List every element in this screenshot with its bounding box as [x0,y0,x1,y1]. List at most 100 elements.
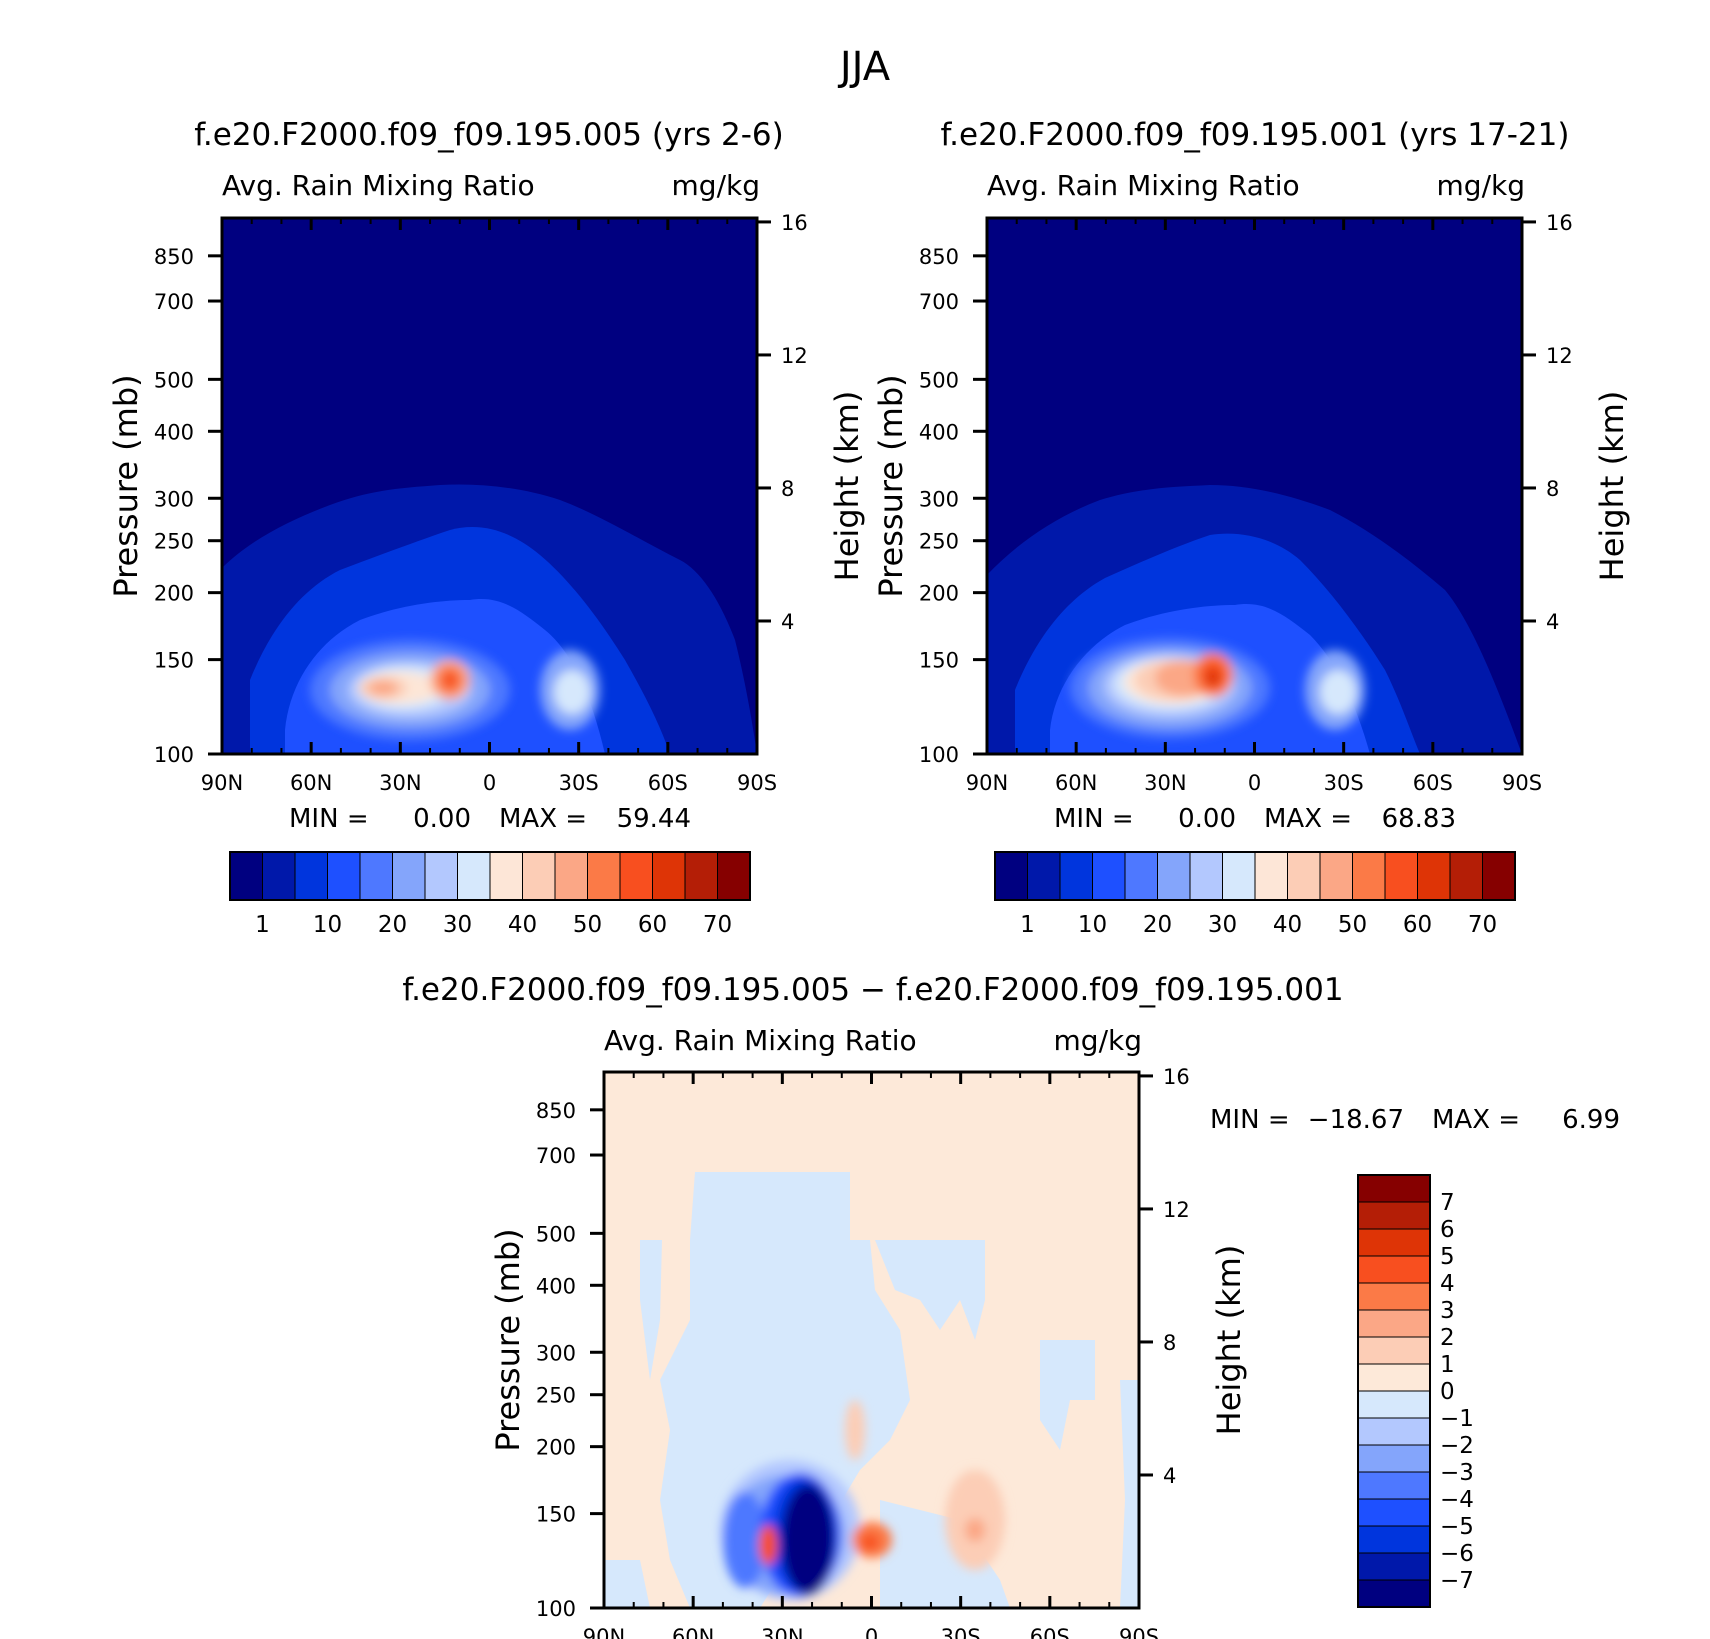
colorbar-label: 5 [1440,1244,1455,1270]
panel-1-min-label: MIN = [289,804,369,834]
x-tick-label: 90N [583,1625,625,1639]
colorbar-swatch [263,852,296,900]
y-tick-label: 250 [919,530,959,554]
colorbar-swatch [1358,1202,1430,1229]
colorbar-label: 50 [573,912,602,938]
x-tick-label: 60S [1030,1625,1070,1639]
height-tick-label: 4 [1163,1464,1176,1488]
colorbar-label: −5 [1440,1514,1474,1540]
colorbar-label: 50 [1338,912,1367,938]
height-tick-label: 16 [1163,1065,1190,1089]
colorbar-swatch [1358,1580,1430,1607]
x-tick-label: 30S [1324,771,1364,795]
colorbar-swatch [1358,1445,1430,1472]
colorbar-swatch [1028,852,1061,900]
colorbar-swatch [1358,1283,1430,1310]
figure: JJA f.e20.F2000.f09_f09.195.005 (yrs 2-6… [0,0,1710,1639]
colorbar-label: 60 [638,912,667,938]
colorbar-swatch [653,852,686,900]
panel-1-ylabel-left: Pressure (mb) [107,374,145,597]
colorbar-swatch [1450,852,1483,900]
y-tick-label: 250 [154,530,194,554]
y-tick-label: 700 [154,290,194,314]
panel-2-band-15 [1320,670,1356,714]
colorbar-label: −7 [1440,1568,1474,1594]
y-tick-label: 300 [919,487,959,511]
panel-1-ylabel-right: Height (km) [828,391,866,582]
panel-2-title: f.e20.F2000.f09_f09.195.001 (yrs 17-21) [941,117,1570,153]
panel-1-core [310,640,600,740]
x-tick-label: 0 [865,1625,878,1639]
colorbar-swatch [620,852,653,900]
colorbar-swatch [1158,852,1191,900]
height-tick-label: 12 [1546,344,1573,368]
y-tick-label: 700 [919,290,959,314]
colorbar-swatch [1093,852,1126,900]
x-tick-label: 90S [1119,1625,1159,1639]
panel-2-ylabel-right: Height (km) [1593,391,1631,582]
colorbar-label: 0 [1440,1379,1455,1405]
x-tick-label: 90N [966,771,1008,795]
height-tick-label: 12 [1163,1198,1190,1222]
x-tick-label: 30S [941,1625,981,1639]
panel-1-units: mg/kg [672,169,760,202]
panel-2-min-label: MIN = [1054,804,1134,834]
colorbar-label: 1 [1440,1352,1455,1378]
x-tick-label: 60N [1055,771,1097,795]
colorbar-swatch [1358,1337,1430,1364]
panel-1-max-label: MAX = [499,804,587,834]
panel-1-contours [222,218,757,754]
colorbar-swatch [1358,1499,1430,1526]
colorbar-swatch [523,852,556,900]
height-tick-label: 16 [781,211,808,235]
colorbar-swatch [1320,852,1353,900]
colorbar-label: 40 [1273,912,1302,938]
panel-3-max-label: MAX = [1432,1105,1520,1135]
x-tick-label: 0 [483,771,496,795]
colorbar-swatch [393,852,426,900]
x-tick-label: 30N [1144,771,1186,795]
colorbar-label: 1 [1020,912,1035,938]
colorbar-label: 7 [1440,1190,1455,1216]
colorbar-label: 30 [1208,912,1237,938]
colorbar-label: 20 [1143,912,1172,938]
panel-2-contours [987,218,1522,754]
colorbar-swatch [1358,1364,1430,1391]
colorbar-swatch [1385,852,1418,900]
panel-2-max-label: MAX = [1264,804,1352,834]
colorbar-swatch [1483,852,1516,900]
colorbar-swatch [718,852,751,900]
colorbar-label: −3 [1440,1460,1474,1486]
panel-2-units: mg/kg [1437,169,1525,202]
colorbar-swatch [1125,852,1158,900]
colorbar-swatch [1190,852,1223,900]
y-tick-label: 150 [536,1503,576,1527]
panel-3-variable: Avg. Rain Mixing Ratio [604,1024,917,1057]
y-tick-label: 150 [154,649,194,673]
panel-2-max-value: 68.83 [1382,804,1456,834]
y-tick-label: 500 [919,368,959,392]
colorbar-panel-1: 1 10 20 30 40 50 60 70 [230,852,750,938]
y-tick-label: 500 [536,1222,576,1246]
panel-3-min-label: MIN = [1210,1105,1290,1135]
colorbar-swatch [1358,1526,1430,1553]
y-tick-label: 400 [536,1274,576,1298]
y-tick-label: 850 [919,245,959,269]
x-tick-label: 60N [672,1625,714,1639]
x-tick-label: 90S [737,771,777,795]
y-tick-label: 300 [154,487,194,511]
panel-3-band-14 [759,1525,777,1565]
panel-3-band-13 [782,1485,834,1595]
colorbar-label: −2 [1440,1433,1474,1459]
panel-1-band-10 [369,681,397,695]
colorbar-label: 1 [255,912,270,938]
colorbar-swatch [458,852,491,900]
panel-2-ylabel-left: Pressure (mb) [872,374,910,597]
height-tick-label: 4 [781,610,794,634]
height-tick-label: 8 [1163,1331,1176,1355]
panel-3-band-16 [861,1534,879,1550]
panel-3-contours [604,1072,1139,1608]
panel-2-variable: Avg. Rain Mixing Ratio [987,169,1300,202]
colorbar-swatch [1223,852,1256,900]
colorbar-swatch [1358,1418,1430,1445]
